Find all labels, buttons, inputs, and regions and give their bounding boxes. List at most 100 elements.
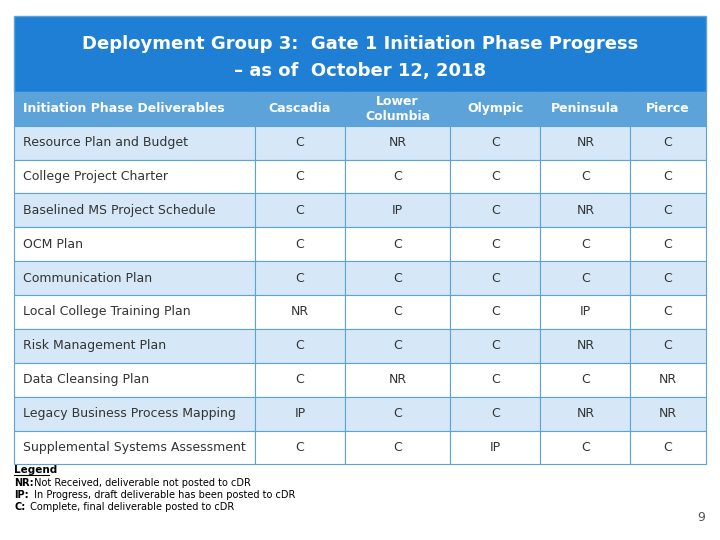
FancyBboxPatch shape bbox=[450, 159, 540, 193]
FancyBboxPatch shape bbox=[255, 159, 345, 193]
Text: C: C bbox=[393, 407, 402, 420]
Text: C: C bbox=[581, 238, 590, 251]
Text: C: C bbox=[491, 170, 500, 183]
Text: Local College Training Plan: Local College Training Plan bbox=[23, 306, 191, 319]
Text: C: C bbox=[295, 272, 305, 285]
FancyBboxPatch shape bbox=[255, 430, 345, 464]
FancyBboxPatch shape bbox=[540, 227, 631, 261]
FancyBboxPatch shape bbox=[540, 363, 631, 397]
FancyBboxPatch shape bbox=[14, 261, 255, 295]
Text: C: C bbox=[491, 272, 500, 285]
FancyBboxPatch shape bbox=[255, 227, 345, 261]
FancyBboxPatch shape bbox=[450, 363, 540, 397]
FancyBboxPatch shape bbox=[450, 295, 540, 329]
FancyBboxPatch shape bbox=[255, 295, 345, 329]
FancyBboxPatch shape bbox=[631, 430, 706, 464]
FancyBboxPatch shape bbox=[450, 126, 540, 159]
FancyBboxPatch shape bbox=[540, 261, 631, 295]
FancyBboxPatch shape bbox=[450, 193, 540, 227]
FancyBboxPatch shape bbox=[255, 193, 345, 227]
FancyBboxPatch shape bbox=[255, 329, 345, 363]
FancyBboxPatch shape bbox=[631, 92, 706, 126]
Text: NR: NR bbox=[291, 306, 309, 319]
Text: C: C bbox=[393, 170, 402, 183]
Text: C: C bbox=[491, 407, 500, 420]
Text: C: C bbox=[295, 170, 305, 183]
Text: C: C bbox=[491, 238, 500, 251]
FancyBboxPatch shape bbox=[631, 227, 706, 261]
FancyBboxPatch shape bbox=[450, 329, 540, 363]
FancyBboxPatch shape bbox=[540, 397, 631, 430]
Text: Deployment Group 3:  Gate 1 Initiation Phase Progress: Deployment Group 3: Gate 1 Initiation Ph… bbox=[82, 35, 638, 53]
FancyBboxPatch shape bbox=[345, 430, 450, 464]
FancyBboxPatch shape bbox=[345, 363, 450, 397]
Text: C: C bbox=[581, 373, 590, 386]
Text: In Progress, draft deliverable has been posted to cDR: In Progress, draft deliverable has been … bbox=[31, 490, 295, 500]
Text: NR: NR bbox=[576, 339, 595, 352]
FancyBboxPatch shape bbox=[255, 397, 345, 430]
FancyBboxPatch shape bbox=[345, 193, 450, 227]
FancyBboxPatch shape bbox=[255, 363, 345, 397]
FancyBboxPatch shape bbox=[631, 397, 706, 430]
Text: C: C bbox=[295, 339, 305, 352]
Text: C: C bbox=[664, 441, 672, 454]
Text: OCM Plan: OCM Plan bbox=[23, 238, 83, 251]
FancyBboxPatch shape bbox=[14, 193, 255, 227]
FancyBboxPatch shape bbox=[450, 397, 540, 430]
FancyBboxPatch shape bbox=[345, 159, 450, 193]
FancyBboxPatch shape bbox=[14, 430, 255, 464]
Text: Supplemental Systems Assessment: Supplemental Systems Assessment bbox=[23, 441, 246, 454]
Text: NR: NR bbox=[576, 407, 595, 420]
Text: C: C bbox=[295, 204, 305, 217]
FancyBboxPatch shape bbox=[14, 227, 255, 261]
Text: Initiation Phase Deliverables: Initiation Phase Deliverables bbox=[23, 102, 225, 115]
Text: Complete, final deliverable posted to cDR: Complete, final deliverable posted to cD… bbox=[27, 502, 234, 512]
FancyBboxPatch shape bbox=[631, 126, 706, 159]
Text: – as of  October 12, 2018: – as of October 12, 2018 bbox=[234, 63, 486, 80]
FancyBboxPatch shape bbox=[345, 126, 450, 159]
Text: C: C bbox=[393, 306, 402, 319]
Text: IP: IP bbox=[580, 306, 591, 319]
FancyBboxPatch shape bbox=[450, 92, 540, 126]
Text: Communication Plan: Communication Plan bbox=[23, 272, 152, 285]
FancyBboxPatch shape bbox=[345, 329, 450, 363]
Text: NR: NR bbox=[659, 407, 677, 420]
Text: Risk Management Plan: Risk Management Plan bbox=[23, 339, 166, 352]
FancyBboxPatch shape bbox=[540, 92, 631, 126]
Text: C: C bbox=[393, 238, 402, 251]
Text: C: C bbox=[581, 441, 590, 454]
Text: C: C bbox=[295, 441, 305, 454]
FancyBboxPatch shape bbox=[450, 430, 540, 464]
Text: Data Cleansing Plan: Data Cleansing Plan bbox=[23, 373, 149, 386]
FancyBboxPatch shape bbox=[540, 193, 631, 227]
FancyBboxPatch shape bbox=[255, 126, 345, 159]
Text: IP: IP bbox=[490, 441, 501, 454]
FancyBboxPatch shape bbox=[14, 329, 255, 363]
Text: C:: C: bbox=[14, 502, 26, 512]
Text: C: C bbox=[664, 170, 672, 183]
Text: C: C bbox=[664, 238, 672, 251]
FancyBboxPatch shape bbox=[540, 329, 631, 363]
Text: Cascadia: Cascadia bbox=[269, 102, 331, 115]
FancyBboxPatch shape bbox=[540, 159, 631, 193]
FancyBboxPatch shape bbox=[540, 430, 631, 464]
FancyBboxPatch shape bbox=[540, 295, 631, 329]
Text: Olympic: Olympic bbox=[467, 102, 523, 115]
Text: Lower
Columbia: Lower Columbia bbox=[365, 94, 430, 123]
Text: C: C bbox=[581, 272, 590, 285]
Text: C: C bbox=[295, 136, 305, 149]
FancyBboxPatch shape bbox=[255, 92, 345, 126]
FancyBboxPatch shape bbox=[631, 193, 706, 227]
Text: Legacy Business Process Mapping: Legacy Business Process Mapping bbox=[23, 407, 236, 420]
FancyBboxPatch shape bbox=[14, 397, 255, 430]
Text: C: C bbox=[491, 373, 500, 386]
FancyBboxPatch shape bbox=[345, 397, 450, 430]
FancyBboxPatch shape bbox=[631, 329, 706, 363]
FancyBboxPatch shape bbox=[345, 92, 450, 126]
FancyBboxPatch shape bbox=[345, 295, 450, 329]
Text: C: C bbox=[664, 272, 672, 285]
Text: NR: NR bbox=[576, 204, 595, 217]
Text: NR: NR bbox=[576, 136, 595, 149]
Text: Resource Plan and Budget: Resource Plan and Budget bbox=[23, 136, 188, 149]
Text: C: C bbox=[664, 136, 672, 149]
